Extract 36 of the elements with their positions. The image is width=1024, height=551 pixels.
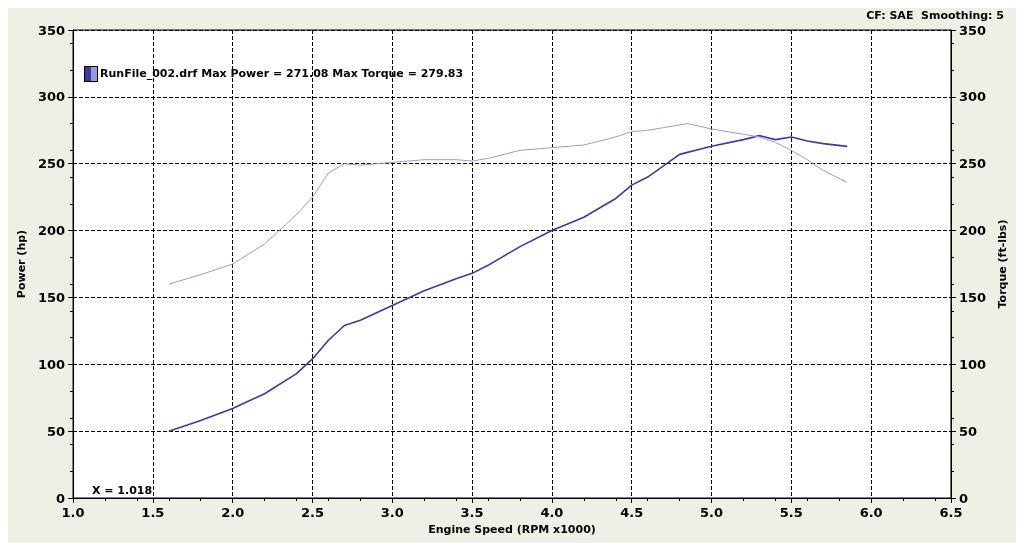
x-tick-label: 6.5 [939, 505, 963, 520]
y-tick-label: 200 [37, 223, 66, 239]
x-tick-label: 4.0 [540, 505, 564, 520]
y2-tick-label: 200 [958, 223, 987, 239]
y-axis-title: Power (hp) [15, 229, 28, 299]
y2-tick-label: 300 [958, 89, 987, 105]
y-tick-label: 250 [37, 156, 66, 172]
y-tick-label: 50 [46, 423, 66, 439]
y-tick-label: 300 [37, 89, 66, 105]
x-tick-label: 6.0 [859, 505, 883, 520]
x-tick-label: 2.0 [221, 505, 245, 520]
x-axis-title: Engine Speed (RPM x1000) [428, 522, 596, 536]
y-tick-label: 0 [55, 490, 66, 506]
y2-tick-label: 0 [958, 490, 969, 506]
x-tick-label: 1.0 [61, 505, 85, 520]
y2-tick-label: 250 [958, 156, 987, 172]
x-tick-label: 2.5 [300, 505, 324, 520]
annotation: RunFile_002.drf Max Power = 271.08 Max Torque = 279.83 [100, 67, 464, 80]
y2-axis-title: Torque (ft-lbs) [996, 219, 1009, 309]
x-tick-label: 1.5 [141, 505, 165, 520]
y-tick-label: 100 [37, 356, 66, 372]
annotation: X = 1.018 [92, 484, 153, 497]
line-series [168, 123, 848, 285]
text: CF: SAE Smoothing: 5 [866, 9, 1005, 22]
y2-tick-label: 150 [958, 289, 987, 305]
x-tick-label: 5.0 [700, 505, 724, 520]
x-tick-label: 3.0 [380, 505, 404, 520]
y2-tick-label: 350 [958, 22, 987, 38]
x-tick-label: 3.5 [460, 505, 484, 520]
y2-tick-label: 50 [958, 423, 978, 439]
y-tick-label: 350 [37, 22, 66, 38]
y2-tick-label: 100 [958, 356, 987, 372]
line-series [168, 134, 849, 432]
x-tick-label: 4.5 [620, 505, 644, 520]
x-tick-label: 5.5 [779, 505, 803, 520]
y-tick-label: 150 [37, 289, 66, 305]
